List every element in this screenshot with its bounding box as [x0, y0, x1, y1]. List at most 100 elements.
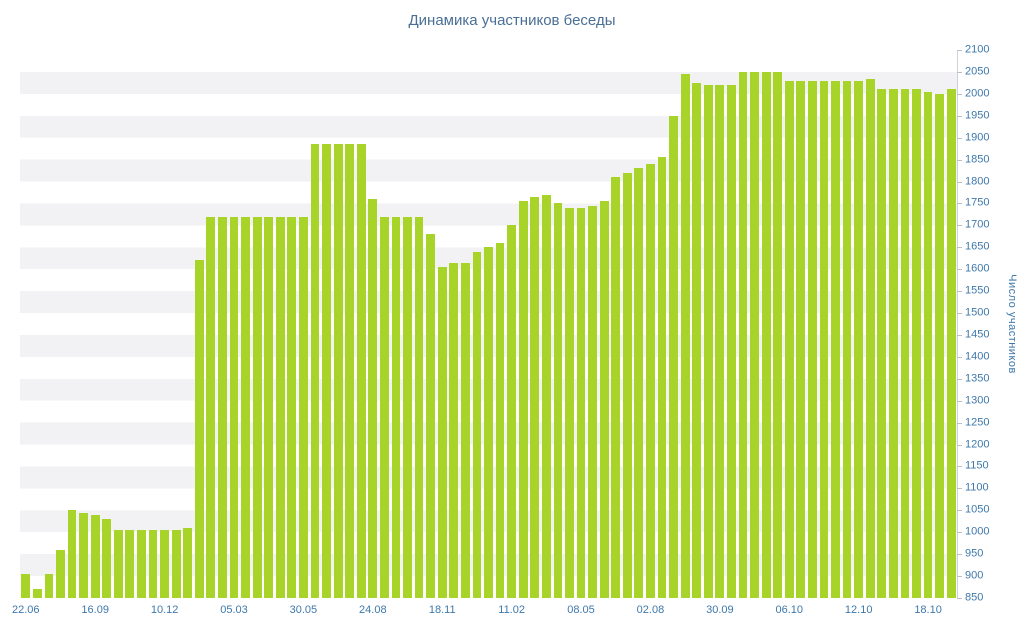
bar[interactable]: [703, 85, 713, 598]
bar[interactable]: [391, 216, 401, 598]
bar[interactable]: [218, 216, 227, 598]
x-tick-label: 05.03: [220, 604, 248, 616]
bar[interactable]: [356, 144, 366, 598]
bar[interactable]: [576, 207, 586, 598]
x-tick-label: 30.09: [706, 604, 734, 616]
bar[interactable]: [160, 530, 169, 598]
bar[interactable]: [784, 80, 794, 598]
bar[interactable]: [241, 216, 250, 598]
bar[interactable]: [90, 514, 100, 598]
bar[interactable]: [900, 89, 910, 598]
bar[interactable]: [310, 144, 320, 598]
x-tick-label: 08.05: [567, 604, 595, 616]
bar[interactable]: [21, 573, 31, 598]
x-tick-label: 18.10: [914, 604, 942, 616]
bar[interactable]: [715, 85, 725, 598]
bar[interactable]: [657, 157, 667, 598]
bar[interactable]: [946, 89, 956, 598]
bar[interactable]: [125, 530, 135, 598]
bar[interactable]: [275, 216, 285, 598]
bar[interactable]: [935, 93, 945, 598]
bar[interactable]: [646, 163, 655, 598]
bar[interactable]: [541, 194, 551, 598]
bar[interactable]: [32, 589, 42, 598]
bar[interactable]: [137, 530, 146, 598]
bar[interactable]: [426, 234, 436, 598]
y-tick-label: 1950: [965, 109, 990, 122]
bar[interactable]: [727, 85, 736, 598]
bar[interactable]: [923, 91, 933, 598]
bar[interactable]: [449, 262, 459, 598]
bar[interactable]: [877, 89, 887, 598]
bar[interactable]: [79, 512, 88, 598]
bar[interactable]: [403, 216, 412, 598]
bar[interactable]: [437, 267, 447, 598]
bar[interactable]: [553, 203, 563, 598]
y-tick-label: 1750: [965, 196, 990, 209]
bar[interactable]: [322, 144, 331, 598]
x-tick-label: 11.02: [498, 604, 525, 616]
bar[interactable]: [229, 216, 239, 598]
bar[interactable]: [148, 530, 158, 598]
bar[interactable]: [102, 519, 112, 598]
bar[interactable]: [113, 530, 123, 598]
bar[interactable]: [796, 80, 806, 598]
bar[interactable]: [67, 510, 77, 598]
y-tick-mark: [957, 532, 962, 534]
y-tick-mark: [957, 356, 962, 358]
y-tick-label: 1250: [965, 416, 990, 429]
bar[interactable]: [299, 216, 308, 598]
bar[interactable]: [484, 247, 493, 598]
y-tick-mark: [957, 313, 962, 315]
bar[interactable]: [888, 89, 898, 598]
bar[interactable]: [750, 71, 759, 598]
y-tick-mark: [957, 50, 962, 51]
y-tick-label: 1650: [965, 240, 990, 253]
y-tick-mark: [957, 115, 962, 117]
bar[interactable]: [611, 177, 621, 598]
bar[interactable]: [565, 207, 574, 598]
bar[interactable]: [194, 260, 204, 598]
y-tick-mark: [957, 71, 962, 73]
bar[interactable]: [738, 71, 748, 598]
bar[interactable]: [530, 196, 540, 598]
bar[interactable]: [865, 78, 875, 598]
bar[interactable]: [264, 216, 274, 598]
bar[interactable]: [171, 530, 181, 598]
bar[interactable]: [379, 216, 389, 598]
bar[interactable]: [368, 199, 378, 598]
bar[interactable]: [761, 71, 771, 598]
bar[interactable]: [460, 262, 470, 598]
bar[interactable]: [680, 74, 690, 598]
bar[interactable]: [842, 80, 852, 598]
bar[interactable]: [669, 115, 678, 598]
bar[interactable]: [333, 144, 343, 598]
bar[interactable]: [622, 172, 632, 598]
bar[interactable]: [345, 144, 355, 598]
y-tick-mark: [957, 554, 962, 556]
bar[interactable]: [287, 216, 297, 598]
bar[interactable]: [808, 80, 817, 598]
bar[interactable]: [252, 216, 262, 598]
bar[interactable]: [588, 205, 597, 598]
bar[interactable]: [854, 80, 864, 598]
bar[interactable]: [831, 80, 840, 598]
bar[interactable]: [819, 80, 829, 598]
bar[interactable]: [56, 549, 65, 598]
bar[interactable]: [773, 71, 783, 598]
y-tick-mark: [957, 93, 962, 95]
x-tick-label: 06.10: [775, 604, 804, 616]
bar[interactable]: [912, 89, 921, 598]
bar[interactable]: [599, 201, 609, 598]
bar[interactable]: [206, 216, 216, 598]
bar[interactable]: [634, 168, 644, 598]
bar[interactable]: [183, 527, 193, 598]
bar[interactable]: [414, 216, 424, 598]
bar[interactable]: [692, 82, 702, 598]
bar[interactable]: [44, 573, 54, 598]
bar[interactable]: [472, 251, 482, 598]
y-tick-label: 950: [965, 547, 984, 560]
bar[interactable]: [518, 201, 528, 598]
bar[interactable]: [495, 242, 505, 598]
bar[interactable]: [507, 225, 517, 598]
